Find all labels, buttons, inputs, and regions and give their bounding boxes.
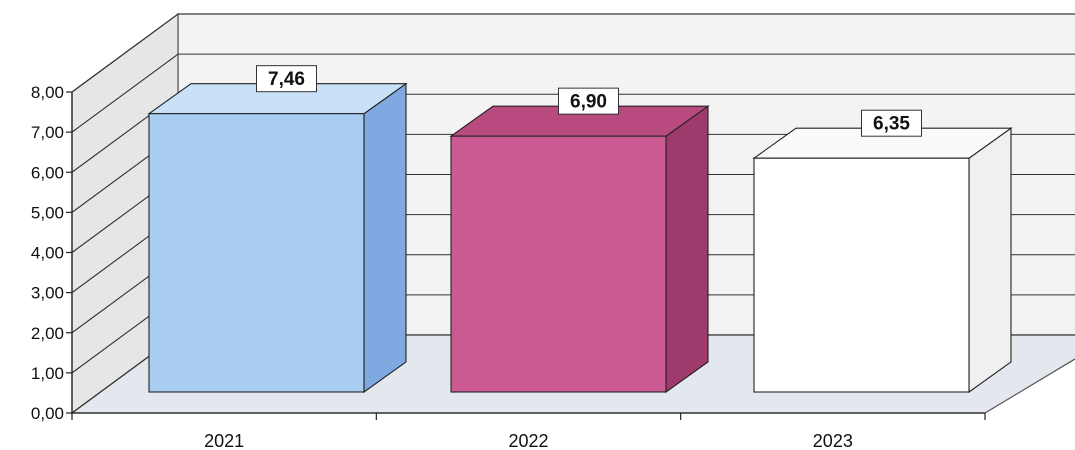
y-tick-label: 4,00 (31, 244, 64, 263)
value-label: 6,90 (570, 92, 607, 113)
y-tick-label: 8,00 (31, 83, 64, 102)
category-label: 2023 (813, 431, 853, 450)
category-label: 2021 (204, 431, 244, 450)
bar-side (363, 82, 407, 394)
bar-front (450, 135, 667, 393)
value-label-box (256, 65, 317, 93)
y-tick-label: 2,00 (31, 324, 64, 343)
bar-front (148, 113, 365, 393)
gridline (71, 53, 1075, 133)
value-label: 7,46 (268, 69, 305, 90)
gridline (71, 13, 1075, 93)
bar-2022 (449, 105, 710, 394)
labels: 0,00 1,00 2,00 3,00 4,00 5,00 6,00 7,00 8,00 7,46… (31, 65, 922, 450)
bar-front (753, 157, 970, 393)
y-tick-label: 5,00 (31, 203, 64, 222)
axes (66, 91, 986, 420)
y-tick-label: 1,00 (31, 364, 64, 383)
y-tick-label: 0,00 (31, 404, 64, 423)
y-tick-label: 3,00 (31, 284, 64, 303)
bar-2021 (147, 82, 408, 394)
value-label-box (861, 109, 922, 137)
bar-2023 (752, 127, 1013, 394)
value-label: 6,35 (873, 114, 910, 135)
bar-side (665, 105, 709, 394)
y-tick-label: 7,00 (31, 123, 64, 142)
bar-side (968, 127, 1012, 394)
y-tick-label: 6,00 (31, 163, 64, 182)
value-label-box (558, 87, 619, 115)
bars (147, 82, 1013, 394)
category-label: 2022 (508, 431, 548, 450)
